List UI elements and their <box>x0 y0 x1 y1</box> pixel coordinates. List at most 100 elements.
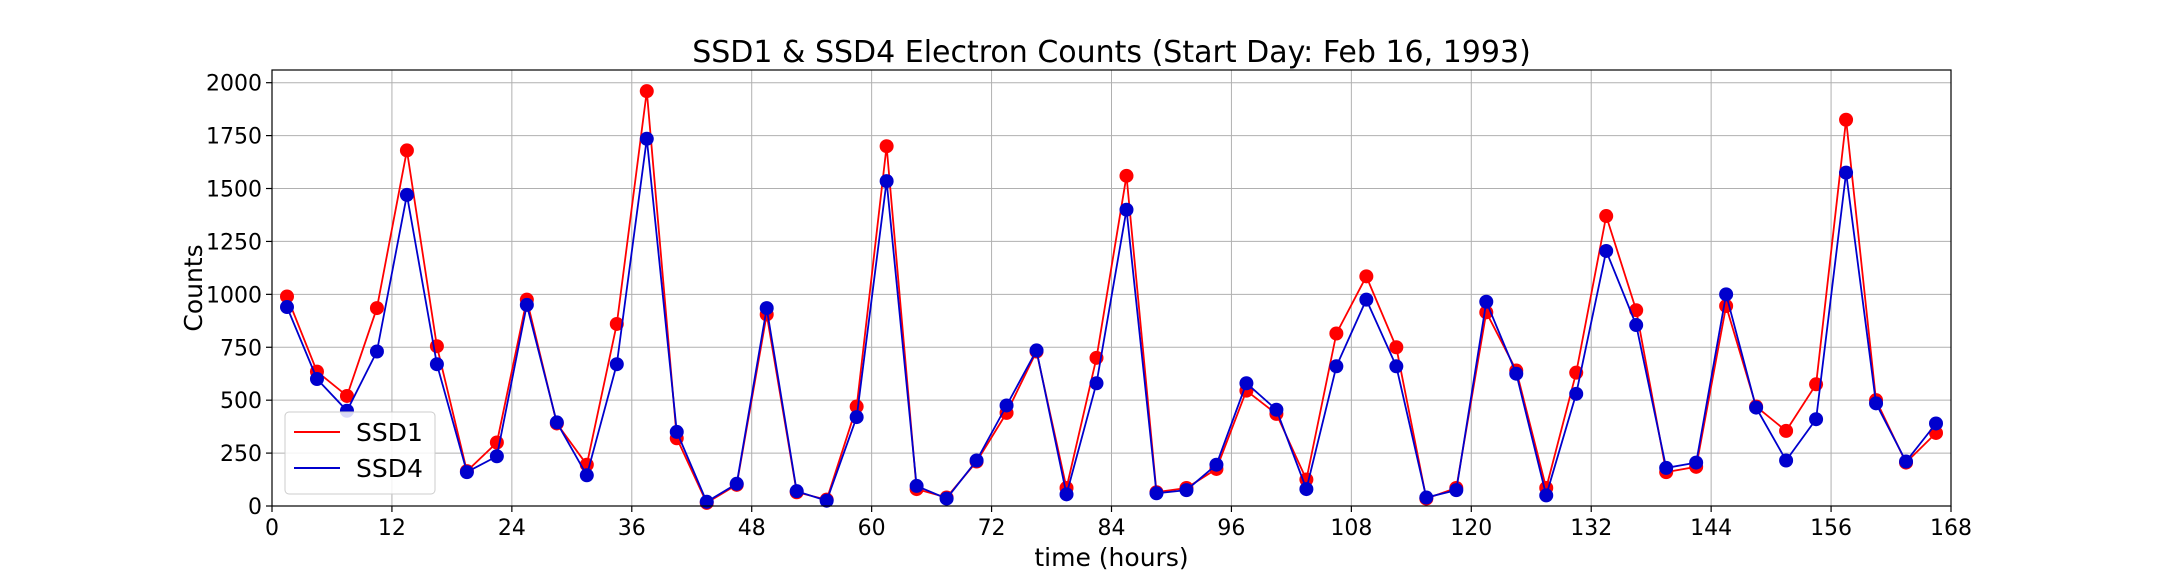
data-point-ssd4 <box>1239 376 1254 391</box>
chart-title: SSD1 & SSD4 Electron Counts (Start Day: … <box>692 35 1531 70</box>
data-point-ssd1 <box>1119 168 1134 183</box>
data-point-ssd4 <box>639 131 654 146</box>
data-point-ssd4 <box>1929 416 1944 431</box>
data-point-ssd4 <box>519 297 534 312</box>
data-point-ssd4 <box>489 449 504 464</box>
data-point-ssd4 <box>849 410 864 425</box>
data-point-ssd4 <box>1509 366 1524 381</box>
data-point-ssd4 <box>909 478 924 493</box>
data-point-ssd4 <box>1329 359 1344 374</box>
x-tick-label: 168 <box>1930 516 1972 541</box>
data-point-ssd1 <box>1629 303 1644 318</box>
data-point-ssd4 <box>1299 482 1314 497</box>
data-point-ssd4 <box>609 357 624 372</box>
x-tick-label: 132 <box>1570 516 1612 541</box>
data-point-ssd4 <box>969 453 984 468</box>
data-point-ssd4 <box>1059 487 1074 502</box>
data-point-ssd4 <box>1569 386 1584 401</box>
data-point-ssd4 <box>579 468 594 483</box>
data-point-ssd1 <box>849 399 864 414</box>
data-point-ssd1 <box>369 301 384 316</box>
data-point-ssd1 <box>879 139 894 154</box>
y-tick-label: 2000 <box>206 72 262 97</box>
axes: 0 12 24 36 48 60 72 84 96 108 120 132 144 156 168 0 250 5… <box>206 72 1972 541</box>
data-point-ssd4 <box>1419 490 1434 505</box>
x-tick-label: 12 <box>378 516 406 541</box>
data-point-ssd1 <box>1779 423 1794 438</box>
data-point-ssd4 <box>399 187 414 202</box>
data-point-ssd4 <box>879 174 894 189</box>
data-point-ssd4 <box>1689 455 1704 470</box>
y-tick-label: 750 <box>220 336 262 361</box>
data-point-ssd1 <box>489 435 504 450</box>
data-point-ssd4 <box>1599 243 1614 258</box>
x-tick-label: 60 <box>858 516 886 541</box>
series-ssd4 <box>279 131 1944 509</box>
data-point-ssd4 <box>309 372 324 387</box>
data-point-ssd1 <box>279 289 294 304</box>
x-tick-label: 144 <box>1690 516 1732 541</box>
data-point-ssd4 <box>1179 483 1194 498</box>
x-tick-label: 72 <box>978 516 1006 541</box>
series-layer <box>279 84 1944 510</box>
data-point-ssd1 <box>609 316 624 331</box>
series-line-ssd4 <box>286 138 1937 504</box>
data-point-ssd4 <box>1839 165 1854 180</box>
data-point-ssd1 <box>1599 209 1614 224</box>
legend-label-ssd1: SSD1 <box>356 418 423 447</box>
data-point-ssd4 <box>999 398 1014 413</box>
data-point-ssd1 <box>1329 326 1344 341</box>
data-point-ssd4 <box>1869 396 1884 411</box>
data-point-ssd4 <box>789 484 804 499</box>
x-tick-label: 24 <box>498 516 526 541</box>
data-point-ssd4 <box>459 465 474 480</box>
y-tick-label: 250 <box>220 442 262 467</box>
y-tick-label: 1750 <box>206 125 262 150</box>
data-point-ssd4 <box>729 476 744 491</box>
data-point-ssd4 <box>669 424 684 439</box>
data-point-ssd4 <box>429 357 444 372</box>
data-point-ssd4 <box>1809 412 1824 427</box>
y-axis-title: Counts <box>179 244 208 331</box>
x-tick-label: 96 <box>1217 516 1245 541</box>
x-tick-label: 36 <box>618 516 646 541</box>
data-point-ssd4 <box>1389 359 1404 374</box>
data-point-ssd4 <box>1479 294 1494 309</box>
data-point-ssd4 <box>1149 486 1164 501</box>
x-tick-label: 0 <box>265 516 279 541</box>
data-point-ssd4 <box>1629 318 1644 333</box>
y-tick-label: 1250 <box>206 230 262 255</box>
data-point-ssd1 <box>1359 269 1374 284</box>
data-point-ssd4 <box>549 415 564 430</box>
data-point-ssd4 <box>1089 376 1104 391</box>
x-tick-label: 48 <box>738 516 766 541</box>
data-point-ssd4 <box>369 344 384 359</box>
x-tick-label: 156 <box>1810 516 1852 541</box>
data-point-ssd4 <box>1029 343 1044 358</box>
data-point-ssd4 <box>1749 400 1764 415</box>
data-point-ssd4 <box>819 493 834 508</box>
data-point-ssd4 <box>1449 483 1464 498</box>
data-point-ssd4 <box>1209 457 1224 472</box>
y-tick-label: 0 <box>248 495 262 520</box>
x-tick-label: 120 <box>1450 516 1492 541</box>
data-point-ssd4 <box>939 491 954 506</box>
x-tick-label: 84 <box>1098 516 1126 541</box>
data-point-ssd4 <box>1119 202 1134 217</box>
grid <box>271 70 1952 507</box>
data-point-ssd4 <box>1899 454 1914 469</box>
data-point-ssd4 <box>1539 488 1554 503</box>
y-tick-label: 1500 <box>206 178 262 203</box>
data-point-ssd1 <box>1389 340 1404 355</box>
data-point-ssd1 <box>1839 112 1854 127</box>
legend-label-ssd4: SSD4 <box>356 454 423 483</box>
legend: SSD1 SSD4 <box>284 411 436 495</box>
data-point-ssd1 <box>399 143 414 158</box>
y-tick-label: 500 <box>220 389 262 414</box>
data-point-ssd4 <box>759 301 774 316</box>
data-point-ssd4 <box>1359 292 1374 307</box>
data-point-ssd1 <box>339 388 354 403</box>
data-point-ssd4 <box>1659 460 1674 475</box>
